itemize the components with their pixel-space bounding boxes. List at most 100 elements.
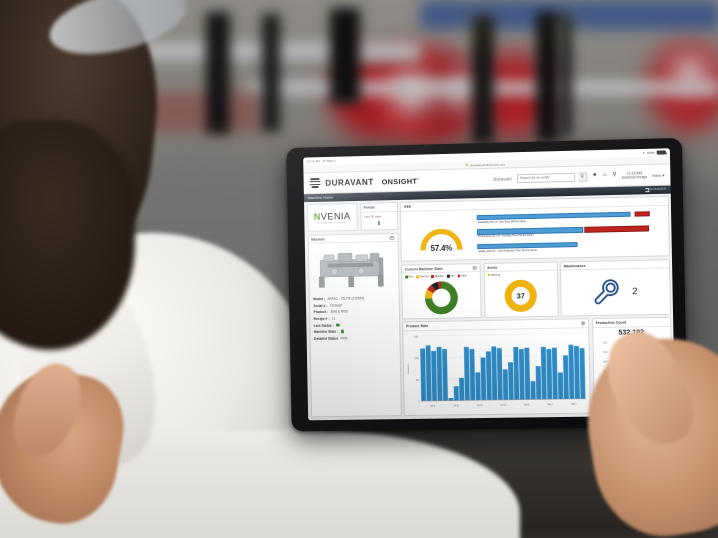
oee-breakdown-bars: Availability 69.6 % ; Run Time 394 hrs 1…: [476, 211, 665, 253]
svg-text:0: 0: [419, 400, 421, 404]
machine-specs: Model : ARPAC - 75LTW (210515) Serial # …: [309, 294, 399, 343]
battery-icon: [656, 150, 666, 155]
maintenance-count: 2: [631, 285, 638, 298]
product-rate-bar: [507, 361, 514, 400]
spec-value: ARPAC - 75LTW (210515): [327, 296, 365, 302]
user-name: Hans: [652, 173, 662, 178]
oee-bar-label: Availability 69.6 % ; Run Time 394 hrs 1…: [477, 219, 527, 224]
product-rate-bar: [425, 345, 432, 401]
product-rate-bar: [496, 347, 503, 400]
product-rate-bar: [475, 372, 481, 401]
product-rate-bar: [459, 378, 465, 401]
spec-key: Recipe # :: [313, 316, 330, 322]
page-title: Machine Name: [307, 195, 334, 200]
star-icon[interactable]: ★: [592, 172, 598, 179]
machine-title: Machine: [311, 237, 326, 242]
alerts-donut-chart: 37: [504, 279, 538, 313]
bg-yellow-tag-2: [560, 22, 572, 30]
product-rate-card: Product Rate ⚙ 0 500 1,000 1,500 Units/hr Apr…: [402, 318, 591, 417]
duravant-badge: DURAVANT: [644, 187, 667, 192]
svg-text:1,000: 1,000: [414, 357, 419, 361]
bar-loss: [634, 211, 650, 217]
product-rate-bar: [480, 357, 487, 401]
svg-text:500: 500: [416, 378, 420, 382]
clock-zone: America/Chicago: [621, 175, 648, 180]
search-field[interactable]: [519, 175, 567, 181]
nvenia-tagline: A DURAVANT COMPANY: [317, 222, 348, 225]
spec-value: 720546P: [329, 303, 343, 308]
bell-icon[interactable]: ♨: [602, 172, 608, 179]
product-rate-bar: [464, 346, 471, 401]
spec-value: Bf46 & Rf66: [330, 309, 348, 315]
bg-post-6: [560, 16, 572, 136]
product-rate-bar: [557, 372, 564, 399]
status-badge-green: [340, 329, 345, 334]
product-rate-bar: [563, 355, 569, 399]
download-icon[interactable]: ⬇: [376, 221, 382, 228]
product-name: ONSIGHT: [381, 176, 418, 186]
spec-row: Model : ARPAC - 75LTW (210515): [313, 296, 394, 302]
cms-title: Current Machine State: [404, 266, 443, 272]
spec-key: Machine State :: [313, 329, 339, 335]
product-rate-bar: [431, 350, 437, 401]
product-rate-bar: [579, 347, 586, 399]
spec-row-detailed-status: Detailed Status RUN: [314, 335, 395, 341]
duravant-logomark-icon[interactable]: [309, 177, 321, 188]
user-menu[interactable]: Hans ▾: [652, 172, 664, 177]
alerts-count: 37: [516, 291, 525, 301]
svg-text:Apr 11: Apr 11: [454, 404, 460, 408]
bg-post-1: [206, 12, 230, 134]
trademark-symbol: ™: [417, 177, 421, 181]
svg-text:Apr 6: Apr 6: [431, 404, 436, 408]
product-rate-bar: [420, 348, 427, 401]
svg-text:May 1: May 1: [548, 402, 554, 406]
lock-icon: 🔒: [465, 163, 469, 167]
gear-icon[interactable]: ⚙: [472, 265, 477, 270]
oee-value: 57.4%: [430, 243, 453, 253]
spec-value: 11: [331, 316, 336, 321]
map-pin-icon[interactable]: ⚲: [612, 171, 617, 179]
svg-text:1,500: 1,500: [414, 335, 419, 339]
product-rate-bar: [454, 386, 460, 402]
bg-yellow-tag-1: [470, 24, 482, 32]
person-beard: [0, 120, 135, 350]
period-card: Period Last 30 days ⬇: [359, 202, 398, 231]
brand-period-row: NVENIA A DURAVANT COMPANY Period Last 30…: [306, 202, 398, 232]
product-rate-bar: [573, 345, 580, 399]
oee-bar-performance: Performance 91.2 % ; Ach Run Time 314 hr…: [476, 225, 661, 238]
maintenance-card: Maintenance 2: [559, 258, 671, 317]
spec-key: Link Status :: [313, 323, 334, 328]
product-rate-bar: [551, 347, 558, 400]
status-badge-green: [336, 323, 340, 328]
badge-label: DURAVANT: [650, 187, 667, 192]
machine-card: Machine ⚙: [307, 232, 402, 418]
svg-text:Apr 16: Apr 16: [477, 403, 483, 407]
chevron-down-icon: ▾: [662, 173, 665, 178]
oee-gauge: 57.4%: [405, 215, 477, 254]
product-rate-bar: [436, 346, 443, 401]
nvenia-logo-card: NVENIA A DURAVANT COMPANY: [306, 202, 358, 232]
spec-row-link-status: Link Status :: [313, 322, 395, 328]
bg-post-2: [262, 14, 280, 132]
left-column: NVENIA A DURAVANT COMPANY Period Last 30…: [306, 202, 402, 418]
product-rate-bar: [530, 380, 536, 400]
gear-icon[interactable]: ⚙: [580, 320, 586, 326]
svg-text:400,000: 400,000: [603, 361, 607, 364]
product-rate-bar: [568, 344, 575, 399]
product-rate-bar: [540, 346, 547, 400]
search-input[interactable]: [516, 172, 576, 183]
product-rate-bar: [512, 346, 519, 400]
battery-percent: 100%: [646, 150, 655, 155]
spec-value: RUN: [340, 336, 348, 341]
product-rate-bar: [524, 347, 531, 400]
current-machine-state-card: Current Machine State ⚙ Run Starved Bloc…: [400, 262, 482, 319]
search-icon[interactable]: ⚲: [578, 171, 588, 182]
oee-bar-label: Quality 100.0 % ; Fully Productive Time …: [478, 248, 538, 253]
alerts-card: Alerts Warning 37: [483, 261, 559, 317]
svg-text:Units/hr: Units/hr: [407, 363, 409, 374]
product-rate-bar: [535, 366, 542, 400]
gear-icon[interactable]: ⚙: [389, 235, 395, 240]
spec-row: Serial # : 720546P: [313, 303, 394, 309]
kpi-row: Current Machine State ⚙ Run Starved Bloc…: [400, 258, 671, 319]
bg-post-4: [472, 16, 494, 144]
